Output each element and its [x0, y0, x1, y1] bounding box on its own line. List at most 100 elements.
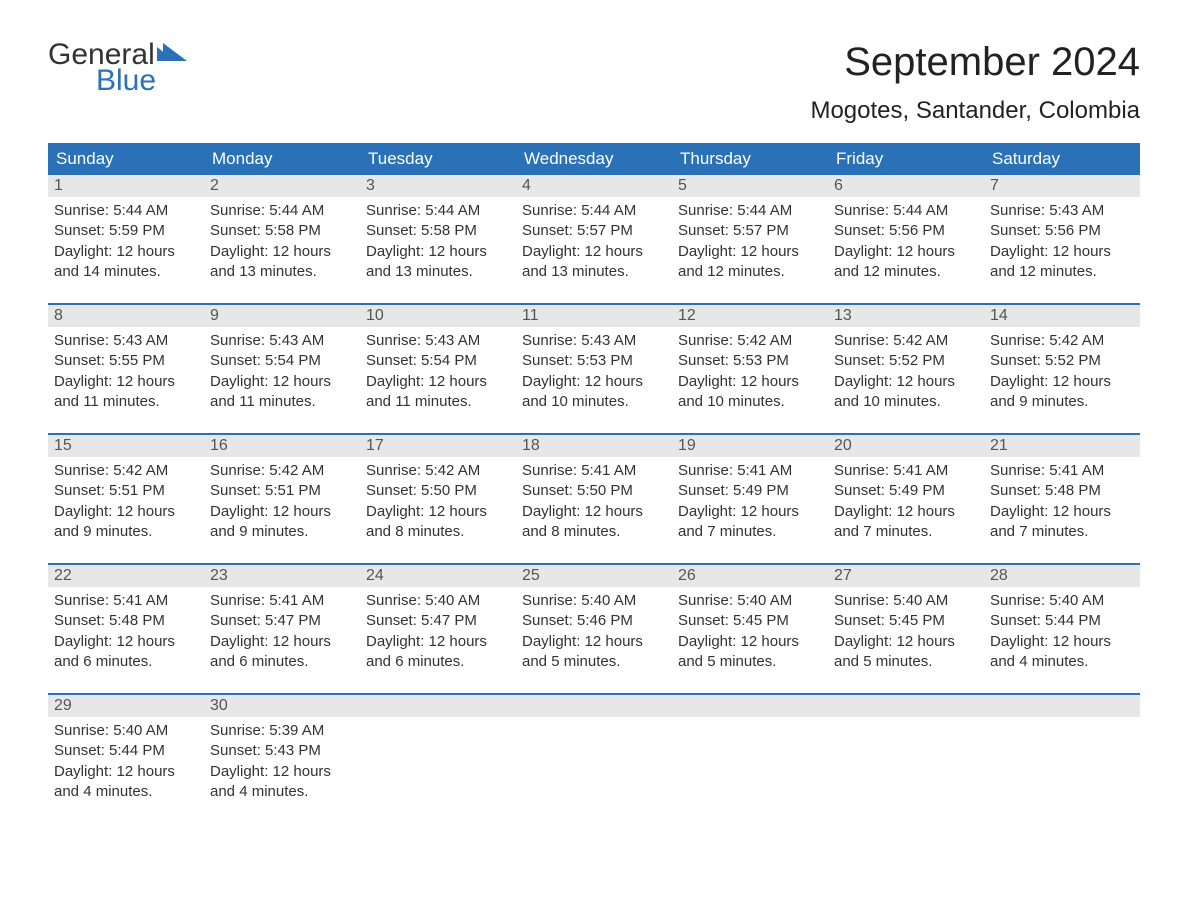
day-cell: 1Sunrise: 5:44 AMSunset: 5:59 PMDaylight… [48, 175, 204, 303]
day-body: Sunrise: 5:40 AMSunset: 5:45 PMDaylight:… [828, 587, 984, 680]
day-number: 3 [360, 175, 516, 197]
daylight2-text: and 10 minutes. [522, 392, 666, 412]
day-body: Sunrise: 5:41 AMSunset: 5:49 PMDaylight:… [828, 457, 984, 550]
daylight2-text: and 11 minutes. [54, 392, 198, 412]
daylight2-text: and 12 minutes. [834, 262, 978, 282]
sunset-text: Sunset: 5:57 PM [678, 221, 822, 241]
daylight2-text: and 10 minutes. [678, 392, 822, 412]
day-body: Sunrise: 5:43 AMSunset: 5:54 PMDaylight:… [360, 327, 516, 420]
week-row: 22Sunrise: 5:41 AMSunset: 5:48 PMDayligh… [48, 563, 1140, 693]
sunrise-text: Sunrise: 5:42 AM [834, 331, 978, 351]
sunset-text: Sunset: 5:46 PM [522, 611, 666, 631]
day-number: 4 [516, 175, 672, 197]
day-body: Sunrise: 5:43 AMSunset: 5:54 PMDaylight:… [204, 327, 360, 420]
daylight1-text: Daylight: 12 hours [990, 502, 1134, 522]
day-cell: 27Sunrise: 5:40 AMSunset: 5:45 PMDayligh… [828, 565, 984, 693]
daylight2-text: and 4 minutes. [54, 782, 198, 802]
logo-text-blue: Blue [96, 66, 189, 96]
sunset-text: Sunset: 5:48 PM [54, 611, 198, 631]
day-number: 27 [828, 565, 984, 587]
sunrise-text: Sunrise: 5:40 AM [54, 721, 198, 741]
weekday-header: Tuesday [360, 143, 516, 175]
daylight2-text: and 4 minutes. [990, 652, 1134, 672]
daylight1-text: Daylight: 12 hours [522, 502, 666, 522]
logo: General Blue [48, 40, 189, 96]
sunset-text: Sunset: 5:52 PM [834, 351, 978, 371]
sunrise-text: Sunrise: 5:39 AM [210, 721, 354, 741]
day-cell: 26Sunrise: 5:40 AMSunset: 5:45 PMDayligh… [672, 565, 828, 693]
day-number: 25 [516, 565, 672, 587]
day-number: 17 [360, 435, 516, 457]
daylight1-text: Daylight: 12 hours [522, 372, 666, 392]
week-row: 1Sunrise: 5:44 AMSunset: 5:59 PMDaylight… [48, 175, 1140, 303]
month-title: September 2024 [810, 40, 1140, 85]
daylight1-text: Daylight: 12 hours [54, 242, 198, 262]
day-body: Sunrise: 5:42 AMSunset: 5:51 PMDaylight:… [204, 457, 360, 550]
sunset-text: Sunset: 5:58 PM [210, 221, 354, 241]
daylight1-text: Daylight: 12 hours [678, 372, 822, 392]
daylight1-text: Daylight: 12 hours [210, 242, 354, 262]
day-body: Sunrise: 5:44 AMSunset: 5:59 PMDaylight:… [48, 197, 204, 290]
day-cell: 14Sunrise: 5:42 AMSunset: 5:52 PMDayligh… [984, 305, 1140, 433]
day-body: Sunrise: 5:42 AMSunset: 5:52 PMDaylight:… [984, 327, 1140, 420]
day-cell [828, 695, 984, 823]
weekday-header: Wednesday [516, 143, 672, 175]
daylight1-text: Daylight: 12 hours [834, 632, 978, 652]
day-cell: 9Sunrise: 5:43 AMSunset: 5:54 PMDaylight… [204, 305, 360, 433]
sunset-text: Sunset: 5:52 PM [990, 351, 1134, 371]
day-cell: 20Sunrise: 5:41 AMSunset: 5:49 PMDayligh… [828, 435, 984, 563]
sunrise-text: Sunrise: 5:44 AM [54, 201, 198, 221]
day-body: Sunrise: 5:40 AMSunset: 5:45 PMDaylight:… [672, 587, 828, 680]
sunrise-text: Sunrise: 5:41 AM [678, 461, 822, 481]
day-number: 16 [204, 435, 360, 457]
day-number: 18 [516, 435, 672, 457]
day-number [672, 695, 828, 717]
day-body: Sunrise: 5:41 AMSunset: 5:48 PMDaylight:… [48, 587, 204, 680]
header: General Blue September 2024 Mogotes, San… [48, 40, 1140, 125]
sunrise-text: Sunrise: 5:42 AM [678, 331, 822, 351]
daylight2-text: and 11 minutes. [366, 392, 510, 412]
day-cell: 18Sunrise: 5:41 AMSunset: 5:50 PMDayligh… [516, 435, 672, 563]
sunrise-text: Sunrise: 5:44 AM [834, 201, 978, 221]
day-body [516, 717, 672, 797]
daylight2-text: and 13 minutes. [210, 262, 354, 282]
daylight2-text: and 10 minutes. [834, 392, 978, 412]
day-number: 2 [204, 175, 360, 197]
daylight1-text: Daylight: 12 hours [522, 632, 666, 652]
day-body: Sunrise: 5:44 AMSunset: 5:56 PMDaylight:… [828, 197, 984, 290]
daylight1-text: Daylight: 12 hours [834, 502, 978, 522]
sunset-text: Sunset: 5:50 PM [522, 481, 666, 501]
day-number: 14 [984, 305, 1140, 327]
day-number: 22 [48, 565, 204, 587]
sunrise-text: Sunrise: 5:40 AM [678, 591, 822, 611]
day-body: Sunrise: 5:42 AMSunset: 5:53 PMDaylight:… [672, 327, 828, 420]
daylight1-text: Daylight: 12 hours [678, 632, 822, 652]
day-cell: 24Sunrise: 5:40 AMSunset: 5:47 PMDayligh… [360, 565, 516, 693]
daylight1-text: Daylight: 12 hours [990, 242, 1134, 262]
daylight1-text: Daylight: 12 hours [54, 632, 198, 652]
day-body: Sunrise: 5:44 AMSunset: 5:58 PMDaylight:… [360, 197, 516, 290]
daylight1-text: Daylight: 12 hours [990, 372, 1134, 392]
day-body: Sunrise: 5:43 AMSunset: 5:56 PMDaylight:… [984, 197, 1140, 290]
day-body: Sunrise: 5:40 AMSunset: 5:44 PMDaylight:… [48, 717, 204, 810]
daylight2-text: and 12 minutes. [678, 262, 822, 282]
day-number: 13 [828, 305, 984, 327]
sunrise-text: Sunrise: 5:44 AM [210, 201, 354, 221]
day-body: Sunrise: 5:42 AMSunset: 5:52 PMDaylight:… [828, 327, 984, 420]
daylight2-text: and 9 minutes. [54, 522, 198, 542]
day-cell: 28Sunrise: 5:40 AMSunset: 5:44 PMDayligh… [984, 565, 1140, 693]
daylight1-text: Daylight: 12 hours [54, 502, 198, 522]
daylight1-text: Daylight: 12 hours [366, 242, 510, 262]
day-body: Sunrise: 5:44 AMSunset: 5:57 PMDaylight:… [516, 197, 672, 290]
daylight1-text: Daylight: 12 hours [366, 372, 510, 392]
day-body: Sunrise: 5:40 AMSunset: 5:44 PMDaylight:… [984, 587, 1140, 680]
day-number: 6 [828, 175, 984, 197]
flag-icon [157, 43, 189, 67]
day-body: Sunrise: 5:42 AMSunset: 5:50 PMDaylight:… [360, 457, 516, 550]
daylight2-text: and 8 minutes. [366, 522, 510, 542]
daylight1-text: Daylight: 12 hours [522, 242, 666, 262]
day-body: Sunrise: 5:39 AMSunset: 5:43 PMDaylight:… [204, 717, 360, 810]
daylight2-text: and 5 minutes. [834, 652, 978, 672]
sunrise-text: Sunrise: 5:42 AM [366, 461, 510, 481]
day-cell: 22Sunrise: 5:41 AMSunset: 5:48 PMDayligh… [48, 565, 204, 693]
